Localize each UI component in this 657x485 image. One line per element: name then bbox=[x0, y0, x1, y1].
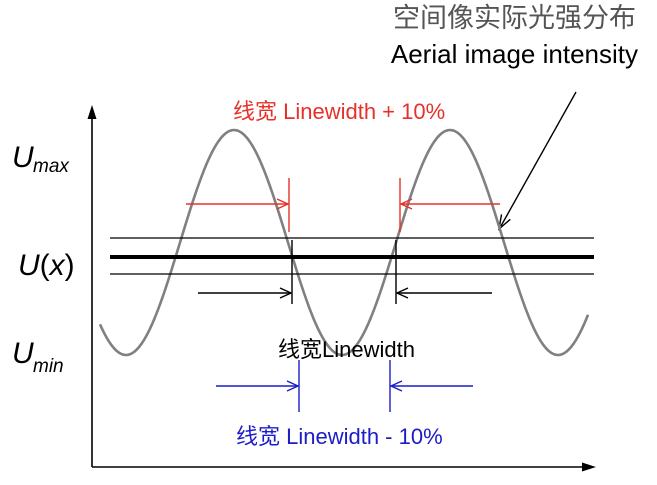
pointer-arrow-head bbox=[497, 214, 511, 231]
u-of-x-argument: x bbox=[48, 249, 66, 282]
linewidth-nominal-label: 线宽Linewidth bbox=[278, 337, 415, 362]
pointer-arrow-shaft bbox=[500, 91, 577, 227]
y-axis-arrowhead bbox=[87, 105, 97, 119]
linewidth-minus-group: 线宽 Linewidth - 10% bbox=[216, 360, 473, 449]
u-min-subscript: min bbox=[33, 356, 64, 377]
axes bbox=[87, 105, 596, 472]
linewidth-plus-label: 线宽 Linewidth + 10% bbox=[233, 99, 445, 124]
linewidth-plus-right-arrowhead bbox=[399, 198, 413, 210]
u-max-subscript: max bbox=[33, 156, 70, 177]
linewidth-minus-right-arrowhead bbox=[389, 380, 403, 392]
x-axis-arrowhead bbox=[582, 462, 596, 472]
label-u-min: U min bbox=[12, 337, 64, 377]
title-english: Aerial image intensity bbox=[391, 39, 638, 69]
title-chinese: 空间像实际光强分布 bbox=[393, 3, 636, 34]
u-of-x-open-paren: ( bbox=[40, 249, 50, 282]
linewidth-plus-left-arrowhead bbox=[276, 198, 290, 210]
u-of-x-close-paren: ) bbox=[65, 249, 75, 282]
u-max-symbol: U bbox=[12, 141, 34, 174]
linewidth-nominal-right-arrowhead bbox=[395, 287, 409, 299]
linewidth-minus-label: 线宽 Linewidth - 10% bbox=[236, 424, 443, 449]
linewidth-plus-group: 线宽 Linewidth + 10% bbox=[186, 99, 500, 232]
linewidth-nominal-group: 线宽Linewidth bbox=[198, 240, 492, 362]
linewidth-nominal-left-arrowhead bbox=[279, 287, 293, 299]
label-u-max: U max bbox=[12, 141, 70, 177]
u-of-x-symbol: U bbox=[18, 249, 40, 282]
label-u-of-x: U(x) bbox=[18, 249, 75, 282]
intensity-wave bbox=[98, 128, 590, 357]
threshold-lines bbox=[110, 237, 594, 275]
pointer-arrow bbox=[497, 91, 577, 231]
u-min-symbol: U bbox=[12, 337, 34, 370]
linewidth-minus-left-arrowhead bbox=[286, 380, 300, 392]
